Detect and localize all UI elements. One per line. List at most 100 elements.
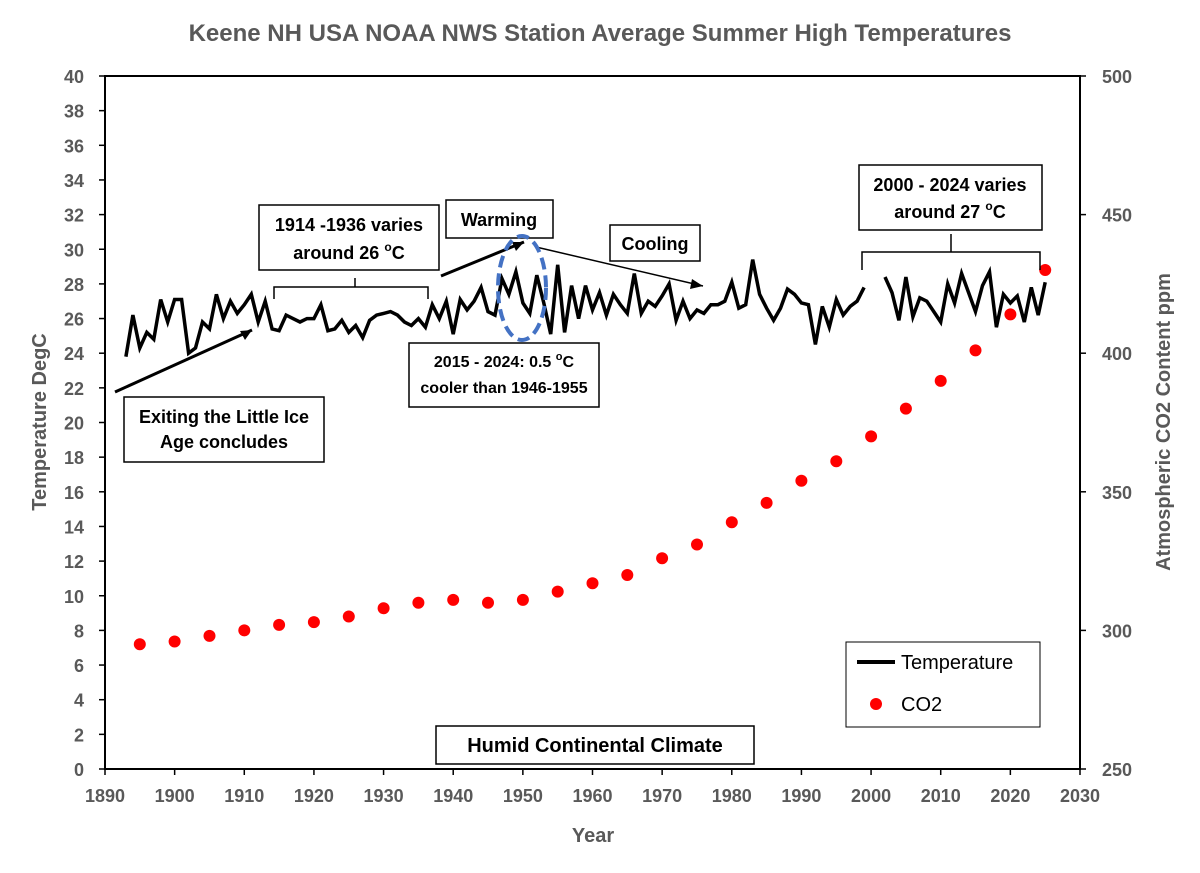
y2-tick-label: 400: [1102, 344, 1132, 364]
legend: Temperature CO2: [845, 641, 1041, 728]
y-tick-label: 24: [64, 344, 84, 364]
warming-annotation-text: Warming: [461, 210, 537, 230]
temperature-series: [124, 259, 1047, 357]
co2-point: [551, 585, 564, 598]
period2-annotation-line2: around 27 oC: [894, 199, 1005, 222]
period2-annotation-box: [858, 164, 1043, 231]
period1-bracket: [273, 278, 429, 299]
y-tick-label: 8: [74, 621, 84, 641]
period2-degree-sup: o: [985, 199, 992, 213]
temperature-line: [124, 259, 866, 357]
x-axis-ticks: 1890 1900 1910 1920 1930 1940 1950 1960 1970 1980…: [85, 769, 1100, 806]
co2-point: [969, 344, 982, 357]
co2-point: [482, 596, 494, 609]
y2-axis-title: Atmospheric CO2 Content ppm: [1153, 273, 1175, 571]
lia-arrow: [114, 328, 253, 394]
period1-unit-c: C: [392, 243, 405, 263]
annotations: Exiting the Little Ice Age concludes 191…: [114, 164, 1043, 765]
co2-point: [1039, 264, 1052, 276]
co2-point: [1004, 308, 1017, 321]
y-tick-label: 14: [64, 517, 84, 537]
cooling-annotation-box: [609, 224, 701, 262]
period2-bracket: [861, 234, 1041, 270]
co2-point: [342, 610, 355, 623]
y-tick-label: 6: [74, 656, 84, 676]
co2-point: [830, 455, 843, 468]
x-tick-label: 1950: [503, 786, 543, 806]
lia-annotation-line1: Exiting the Little Ice: [139, 407, 309, 427]
highlight-ellipse: [496, 234, 548, 342]
legend-box: [845, 641, 1041, 728]
x-tick-label: 2030: [1060, 786, 1100, 806]
x-tick-label: 1890: [85, 786, 125, 806]
period2-unit-c: C: [993, 202, 1006, 222]
co2-point: [307, 616, 320, 629]
co2-point: [725, 516, 738, 529]
co2-point: [934, 374, 947, 387]
co2-point: [865, 430, 878, 443]
warming-arrow: [440, 240, 525, 278]
x-axis-title: Year: [572, 825, 614, 847]
x-tick-label: 1930: [364, 786, 404, 806]
x-tick-label: 1970: [642, 786, 682, 806]
y-tick-label: 22: [64, 379, 84, 399]
y2-tick-label: 450: [1102, 206, 1132, 226]
co2-point: [691, 538, 703, 551]
co2-point: [447, 593, 460, 606]
compare-degree-sup: o: [556, 351, 563, 363]
climate-label-box: [435, 725, 755, 765]
co2-point: [621, 569, 634, 581]
co2-point: [377, 602, 390, 615]
co2-point: [203, 629, 216, 642]
y2-tick-label: 250: [1102, 760, 1132, 780]
y-tick-label: 0: [74, 760, 84, 780]
co2-point: [516, 593, 529, 606]
compare-annotation-text: 2015 - 2024: 0.5: [434, 354, 552, 371]
y-tick-label: 12: [64, 552, 84, 572]
y-tick-label: 26: [64, 310, 84, 330]
cooling-arrow: [535, 246, 704, 287]
y2-tick-label: 500: [1102, 67, 1132, 87]
co2-point: [586, 577, 599, 590]
y-tick-label: 36: [64, 136, 84, 156]
y-tick-label: 30: [64, 240, 84, 260]
co2-point: [238, 624, 251, 637]
warming-annotation-box: [445, 199, 554, 239]
compare-annotation-line1: 2015 - 2024: 0.5 oC: [434, 351, 575, 371]
cooling-annotation-text: Cooling: [622, 234, 689, 254]
x-tick-label: 2010: [921, 786, 961, 806]
compare-annotation-line2: cooler than 1946-1955: [420, 380, 587, 397]
co2-point: [760, 496, 773, 509]
x-tick-label: 2020: [990, 786, 1030, 806]
lia-annotation-box: [123, 396, 325, 463]
x-tick-label: 1910: [224, 786, 264, 806]
period2-annotation-text: around 27: [894, 202, 980, 222]
climate-label-text: Humid Continental Climate: [467, 735, 723, 757]
y-tick-label: 4: [74, 691, 84, 711]
y-tick-label: 34: [64, 171, 84, 191]
y-tick-label: 40: [64, 67, 84, 87]
period2-annotation-line1: 2000 - 2024 varies: [873, 175, 1026, 195]
period1-degree-sup: o: [384, 240, 391, 254]
co2-point: [656, 552, 669, 565]
co2-point: [168, 635, 181, 648]
compare-unit-c: C: [563, 354, 575, 371]
cooling-arrow-head: [690, 279, 703, 289]
x-tick-label: 1920: [294, 786, 334, 806]
co2-series: [133, 264, 1052, 651]
legend-temperature-label: Temperature: [901, 652, 1013, 674]
y-tick-label: 28: [64, 275, 84, 295]
x-tick-label: 1940: [433, 786, 473, 806]
x-tick-label: 1900: [155, 786, 195, 806]
y-tick-label: 38: [64, 102, 84, 122]
y-axis-title: Temperature DegC: [29, 333, 51, 510]
temperature-line: [883, 265, 1047, 328]
y-tick-label: 10: [64, 587, 84, 607]
y-tick-label: 20: [64, 414, 84, 434]
y-tick-label: 32: [64, 206, 84, 226]
x-tick-label: 1960: [572, 786, 612, 806]
y-tick-label: 18: [64, 448, 84, 468]
lia-arrow-head: [240, 330, 252, 340]
